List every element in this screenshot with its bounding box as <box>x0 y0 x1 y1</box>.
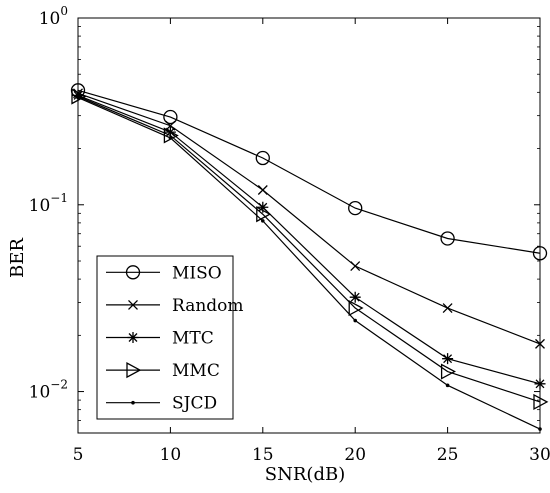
data-point-mtc <box>534 378 546 390</box>
legend-marker-miso <box>125 265 141 280</box>
series-line-sjcd <box>77 97 541 430</box>
data-point-miso <box>255 150 270 166</box>
data-point-miso <box>440 231 455 246</box>
data-point-sjcd <box>168 136 173 140</box>
data-point-mmc <box>71 88 87 105</box>
legend-label-miso: MISO <box>172 263 222 283</box>
x-tick-label: 10 <box>160 445 182 465</box>
y-tick-label: 10−2 <box>29 378 68 403</box>
data-point-mmc <box>440 363 456 380</box>
series-layer <box>70 83 549 431</box>
legend: MISO Random MTC MMC SJCD <box>96 255 244 420</box>
data-point-mtc <box>349 291 361 303</box>
axes: 5 10 15 20 25 30 100 10−1 10−2 <box>29 4 550 465</box>
legend-label-sjcd: SJCD <box>172 394 217 414</box>
legend-entry-mtc: MTC <box>106 329 214 349</box>
data-point-mtc <box>442 353 454 365</box>
series-mmc <box>71 88 549 411</box>
data-point-random <box>257 185 268 195</box>
legend-entry-random: Random <box>106 296 244 316</box>
data-point-mmc <box>348 299 364 317</box>
data-point-sjcd <box>445 383 450 388</box>
data-point-sjcd <box>76 95 80 100</box>
legend-box <box>96 255 234 420</box>
data-point-random <box>350 261 361 271</box>
data-point-mtc <box>72 89 84 101</box>
data-point-mmc <box>533 393 549 411</box>
x-tick-label: 15 <box>252 445 274 465</box>
data-point-sjcd <box>353 318 358 323</box>
legend-label-mtc: MTC <box>172 329 214 349</box>
x-tick-label: 25 <box>437 445 459 465</box>
plot-frame <box>77 17 541 434</box>
legend-label-random: Random <box>172 296 244 316</box>
data-point-mtc <box>257 201 269 213</box>
data-point-random <box>442 303 453 314</box>
x-tick-label: 5 <box>73 445 84 465</box>
series-line-mmc <box>77 95 541 403</box>
y-axis-title: BER <box>7 238 28 278</box>
legend-entry-miso: MISO <box>106 263 222 283</box>
data-point-miso <box>163 109 178 125</box>
data-point-sjcd <box>538 427 542 431</box>
legend-entry-mmc: MMC <box>106 361 220 381</box>
data-point-miso <box>348 200 363 216</box>
series-line-random <box>77 92 541 345</box>
y-tick-label: 100 <box>39 4 68 29</box>
x-tick-label: 20 <box>344 445 366 465</box>
x-tick-label: 30 <box>529 445 550 465</box>
series-line-miso <box>77 89 541 254</box>
series-miso <box>70 83 548 261</box>
legend-entry-sjcd: SJCD <box>106 394 217 414</box>
y-tick-label: 10−1 <box>29 191 68 216</box>
data-point-sjcd <box>261 219 265 223</box>
legend-marker-mmc <box>126 362 142 379</box>
legend-label-mmc: MMC <box>172 361 220 381</box>
data-point-random <box>535 338 545 349</box>
series-mtc <box>72 89 546 390</box>
series-line-mtc <box>77 94 541 385</box>
legend-marker-random <box>128 299 138 310</box>
data-point-mmc <box>256 206 272 223</box>
x-axis-title: SNR(dB) <box>265 464 345 485</box>
legend-marker-mtc <box>127 332 139 343</box>
legend-marker-sjcd <box>131 400 135 405</box>
data-point-miso <box>532 246 548 261</box>
series-sjcd <box>76 95 542 431</box>
